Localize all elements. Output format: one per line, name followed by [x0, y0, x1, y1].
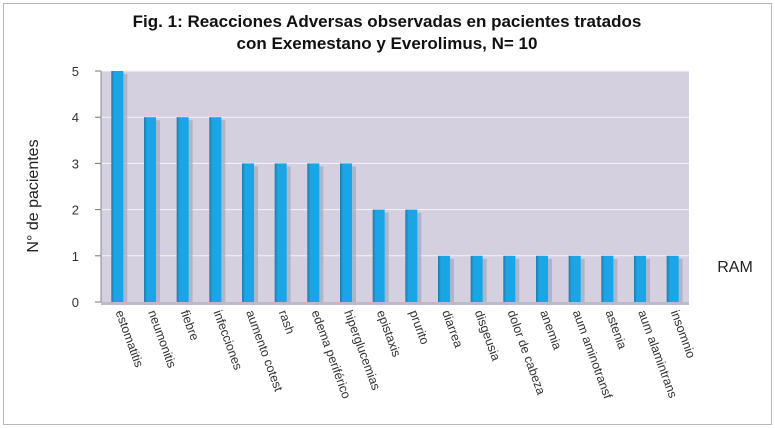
bar-1 — [111, 71, 124, 302]
bar-14 — [536, 255, 548, 302]
x-category-label: fiebre — [178, 308, 202, 342]
x-category-label: prurito — [407, 308, 432, 346]
y-tick-label: 4 — [72, 110, 79, 125]
bar-9 — [372, 209, 385, 302]
plot-background — [101, 71, 689, 302]
x-category-label: rash — [276, 308, 297, 336]
x-category-label: insomnio — [668, 308, 698, 360]
x-category-label: anemia — [537, 308, 564, 351]
bar-2 — [144, 117, 156, 302]
x-category-label: astenia — [603, 308, 630, 351]
y-tick-label: 0 — [72, 295, 79, 310]
chart-title-line-2: con Exemestano y Everolimus, N= 10 — [237, 34, 538, 53]
bar-18 — [666, 255, 679, 302]
bar-8 — [340, 163, 352, 302]
bar-17 — [634, 255, 646, 302]
bar-6 — [274, 163, 287, 302]
bar-4 — [209, 117, 222, 302]
x-category-label: infecciones — [211, 308, 246, 372]
y-tick-label: 5 — [72, 64, 79, 79]
bar-5 — [242, 163, 254, 302]
x-category-label: neumonitis — [145, 308, 179, 370]
y-tick-label: 2 — [72, 203, 79, 218]
chart-title-line-1: Fig. 1: Reacciones Adversas observadas e… — [133, 12, 642, 31]
plot-floor — [101, 302, 689, 305]
x-category-label: disgeusia — [472, 308, 503, 362]
y-tick-label: 3 — [72, 156, 79, 171]
bar-11 — [438, 255, 450, 302]
x-category-label: diarrea — [439, 308, 465, 349]
bar-12 — [470, 255, 483, 302]
bar-3 — [176, 117, 189, 302]
bar-7 — [307, 163, 320, 302]
bar-15 — [568, 255, 581, 302]
bar-10 — [405, 209, 418, 302]
x-axis-title: RAM — [717, 259, 753, 276]
x-category-label: estomatitis — [113, 308, 147, 369]
bar-13 — [503, 255, 516, 302]
x-category-label: epistaxis — [374, 308, 404, 358]
bar-16 — [601, 255, 614, 302]
y-axis-title: N° de pacientes — [25, 139, 42, 252]
y-tick-label: 1 — [72, 249, 79, 264]
